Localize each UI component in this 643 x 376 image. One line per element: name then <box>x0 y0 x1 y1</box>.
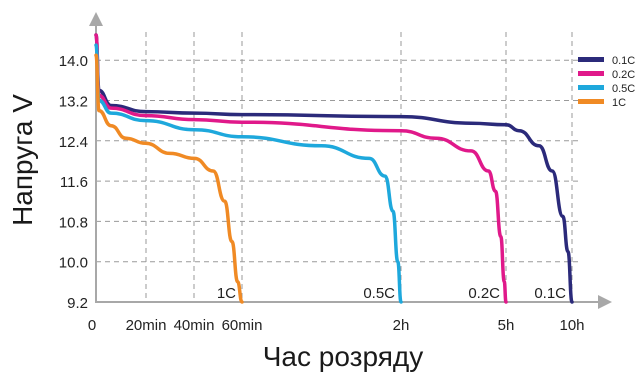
series-layer <box>94 33 574 304</box>
y-tick-label: 10.8 <box>59 214 88 231</box>
series-line-0.2C <box>94 33 508 304</box>
legend-swatch-0.1C <box>578 57 604 62</box>
legend-swatch-1C <box>578 99 604 104</box>
y-tick-label: 10.0 <box>59 255 88 272</box>
series-line-0.5C <box>94 43 403 304</box>
legend-label-0.2C: 0.2C <box>612 69 635 81</box>
y-tick-label: 11.6 <box>60 174 88 191</box>
series-line-1C <box>94 53 244 304</box>
legend-label-0.1C: 0.1C <box>612 55 635 67</box>
legend-label-1C: 1C <box>612 97 626 109</box>
x-axis-label: Час розряду <box>263 341 423 372</box>
y-tick-label: 13.2 <box>59 94 88 111</box>
y-axis-label: Напруга V <box>7 94 38 226</box>
x-tick-label: 60min <box>222 317 263 334</box>
series-line-0.1C <box>94 33 574 304</box>
curve-label-0.1C: 0.1C <box>534 285 566 302</box>
x-tick-label: 2h <box>393 317 410 334</box>
legend-swatch-0.5C <box>578 85 604 90</box>
x-tick-label: 0 <box>88 317 96 334</box>
grid <box>96 32 580 302</box>
x-tick-label: 20min <box>126 317 167 334</box>
x-tick-label: 40min <box>174 317 215 334</box>
curve-label-0.2C: 0.2C <box>468 285 500 302</box>
legend-swatch-0.2C <box>578 71 604 76</box>
x-axis-arrow <box>598 295 612 309</box>
x-tick-label: 5h <box>498 317 515 334</box>
legend: 0.1C 0.2C 0.5C 1C <box>578 55 635 109</box>
curve-label-0.5C: 0.5C <box>363 285 395 302</box>
y-tick-label: 12.4 <box>59 134 88 151</box>
curve-label-1C: 1C <box>217 285 236 302</box>
y-tick-label: 14.0 <box>59 53 88 70</box>
y-tick-label: 9.2 <box>67 295 88 312</box>
y-axis-arrow <box>89 12 103 26</box>
legend-label-0.5C: 0.5C <box>612 83 635 95</box>
x-tick-label: 10h <box>559 317 584 334</box>
labels: 0.1C 0.2C 0.5C 1C <box>217 285 566 302</box>
